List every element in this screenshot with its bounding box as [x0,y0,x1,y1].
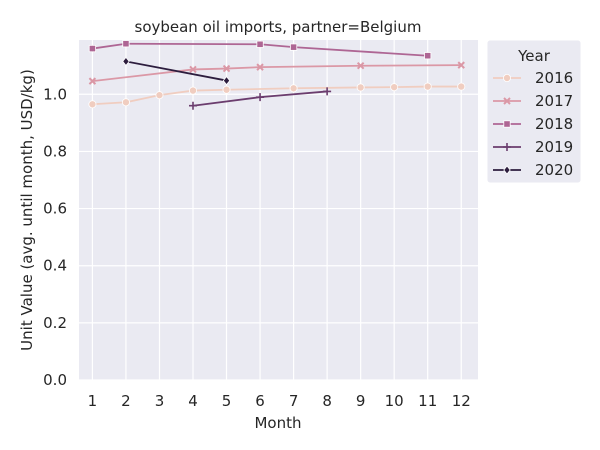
data-point [457,82,466,91]
legend-item: 2016 [493,69,573,87]
x-tick-label: 6 [255,392,265,410]
data-point [256,40,264,48]
legend-item: 2018 [493,115,573,133]
legend-label: 2018 [535,115,573,133]
x-tick-label: 3 [155,392,165,410]
data-point [121,98,130,107]
data-point [289,84,298,93]
x-tick-label: 7 [289,392,299,410]
y-tick-label: 0.2 [43,314,67,332]
y-gridlines [79,93,478,381]
data-point [222,85,231,94]
chart-title: soybean oil imports, partner=Belgium [135,18,422,36]
legend-item: 2017 [493,92,573,110]
data-point [457,61,465,69]
legend-marker [503,120,511,128]
data-point [189,65,197,74]
legend-label: 2017 [535,92,573,110]
legend-marker [503,97,511,105]
x-tick-label: 5 [222,392,232,410]
data-point [356,83,365,92]
data-point [88,44,97,53]
data-point [122,56,130,67]
data-point [188,86,197,95]
data-point [356,62,365,70]
series-line [92,85,462,106]
data-point [88,77,97,85]
x-tick-labels: 1 2 3 4 5 6 7 8 9 10 11 12 [88,392,471,410]
data-point [323,87,332,96]
data-point [256,93,265,102]
x-tick-label: 4 [188,392,198,410]
data-point [424,52,432,60]
series-2016 [88,82,466,109]
legend-item: 2019 [493,138,573,156]
x-tick-label: 9 [356,392,366,410]
series-2018 [88,40,432,60]
y-tick-label: 0.4 [43,257,67,275]
legend-marker [502,74,511,83]
x-tick-label: 2 [121,392,131,410]
x-tick-label: 8 [322,392,332,410]
data-point [423,82,432,91]
data-point [390,83,399,92]
data-point [88,100,97,109]
x-axis-label: Month [254,414,301,432]
series-2019 [189,87,332,110]
legend-items: 2016 2017 2018 2019 2020 [493,69,573,179]
series-line [125,60,227,82]
x-tick-label: 10 [385,392,404,410]
y-tick-label: 0.8 [43,142,67,160]
x-tick-label: 1 [88,392,98,410]
legend-title: Year [517,47,551,65]
y-tick-label: 0.6 [43,200,67,218]
legend-label: 2020 [535,161,573,179]
series-layer [88,40,466,110]
legend: Year 2016 2017 2018 2019 2020 [486,39,582,184]
y-tick-label: 1.0 [43,85,67,103]
plot-background [79,40,478,380]
data-point [222,64,231,73]
data-point [289,43,298,51]
x-tick-label: 12 [452,392,471,410]
y-axis-label: Unit Value (avg. until month, USD/kg) [18,69,36,351]
legend-marker [503,143,511,151]
data-point [155,91,164,100]
y-tick-labels: 0.0 0.2 0.4 0.6 0.8 1.0 [43,85,67,389]
y-tick-label: 0.0 [43,371,67,389]
legend-item: 2020 [493,161,573,179]
x-tick-label: 11 [418,392,437,410]
data-point [222,75,231,86]
data-point [189,101,197,110]
legend-label: 2016 [535,69,573,87]
legend-marker [503,165,511,175]
legend-label: 2019 [535,138,573,156]
data-point [256,63,264,71]
series-2020 [122,56,231,86]
data-point [122,40,130,48]
